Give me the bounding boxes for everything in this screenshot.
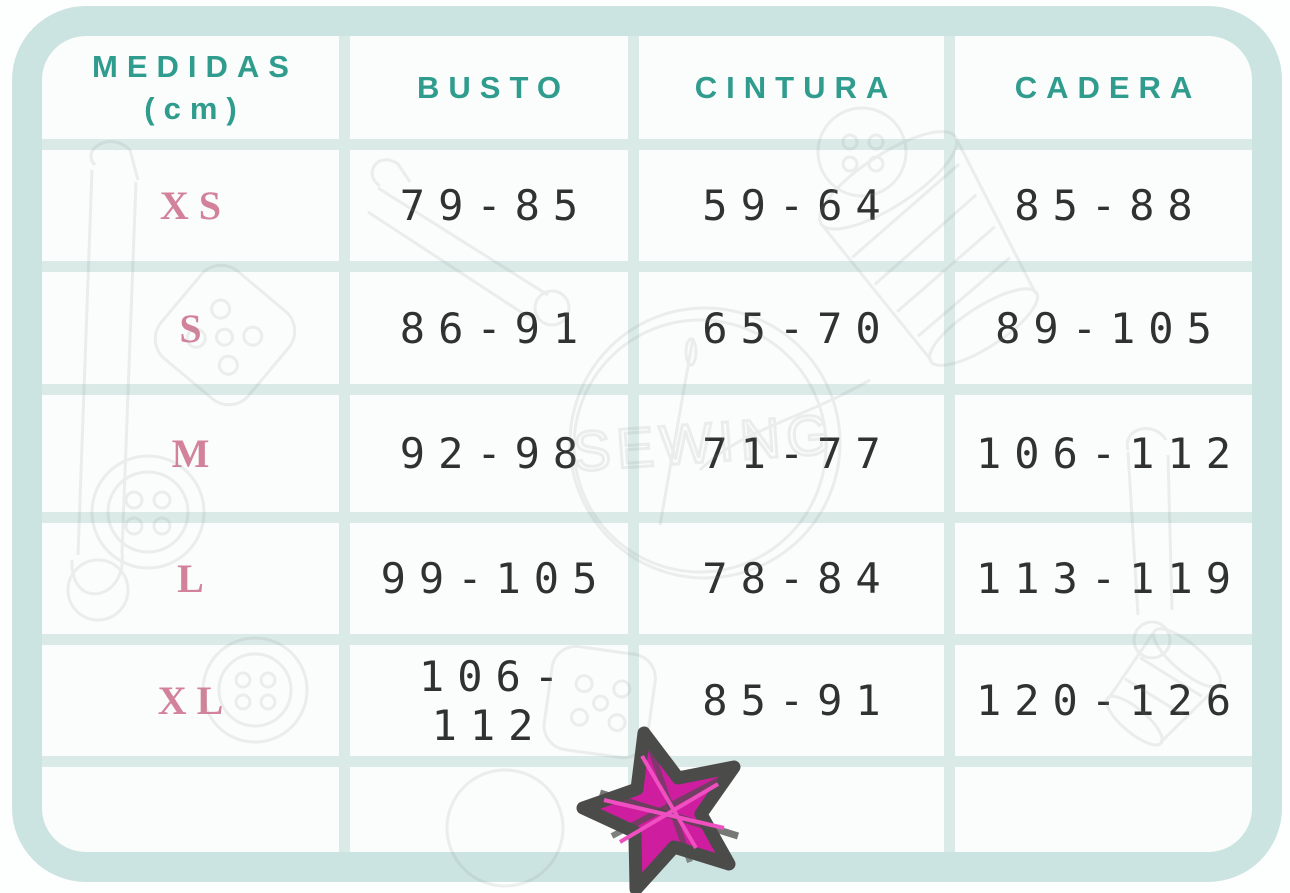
- cell-s-cadera: 89-105: [955, 272, 1252, 384]
- cell-m-cadera: 106-112: [955, 395, 1252, 512]
- cell-xs-cadera: 85-88: [955, 150, 1252, 261]
- header-medidas-line2: (cm): [144, 90, 246, 126]
- size-label-xl: XL: [42, 645, 339, 756]
- cell-s-busto: 86-91: [350, 272, 628, 384]
- cell-m-cintura: 71-77: [639, 395, 944, 512]
- size-label-m: M: [42, 395, 339, 512]
- header-medidas: MEDIDAS (cm): [42, 36, 339, 139]
- empty-cell: [955, 767, 1252, 852]
- cell-xs-busto: 79-85: [350, 150, 628, 261]
- size-label-s: S: [42, 272, 339, 384]
- cell-xs-cintura: 59-64: [639, 150, 944, 261]
- header-cintura: CINTURA: [639, 36, 944, 139]
- empty-cell: [639, 767, 944, 852]
- cell-l-cintura: 78-84: [639, 523, 944, 634]
- header-cadera: CADERA: [955, 36, 1252, 139]
- empty-cell: [42, 767, 339, 852]
- size-chart-table: MEDIDAS (cm) BUSTO CINTURA CADERA XS 79-…: [42, 36, 1252, 852]
- cell-l-cadera: 113-119: [955, 523, 1252, 634]
- size-label-l: L: [42, 523, 339, 634]
- header-medidas-line1: MEDIDAS: [92, 48, 298, 84]
- empty-cell: [350, 767, 628, 852]
- size-label-xs: XS: [42, 150, 339, 261]
- cell-xl-busto: 106-112: [350, 645, 628, 756]
- cell-l-busto: 99-105: [350, 523, 628, 634]
- cell-s-cintura: 65-70: [639, 272, 944, 384]
- size-chart-card: MEDIDAS (cm) BUSTO CINTURA CADERA XS 79-…: [12, 6, 1282, 882]
- cell-xl-cadera: 120-126: [955, 645, 1252, 756]
- header-busto: BUSTO: [350, 36, 628, 139]
- cell-xl-cintura: 85-91: [639, 645, 944, 756]
- cell-m-busto: 92-98: [350, 395, 628, 512]
